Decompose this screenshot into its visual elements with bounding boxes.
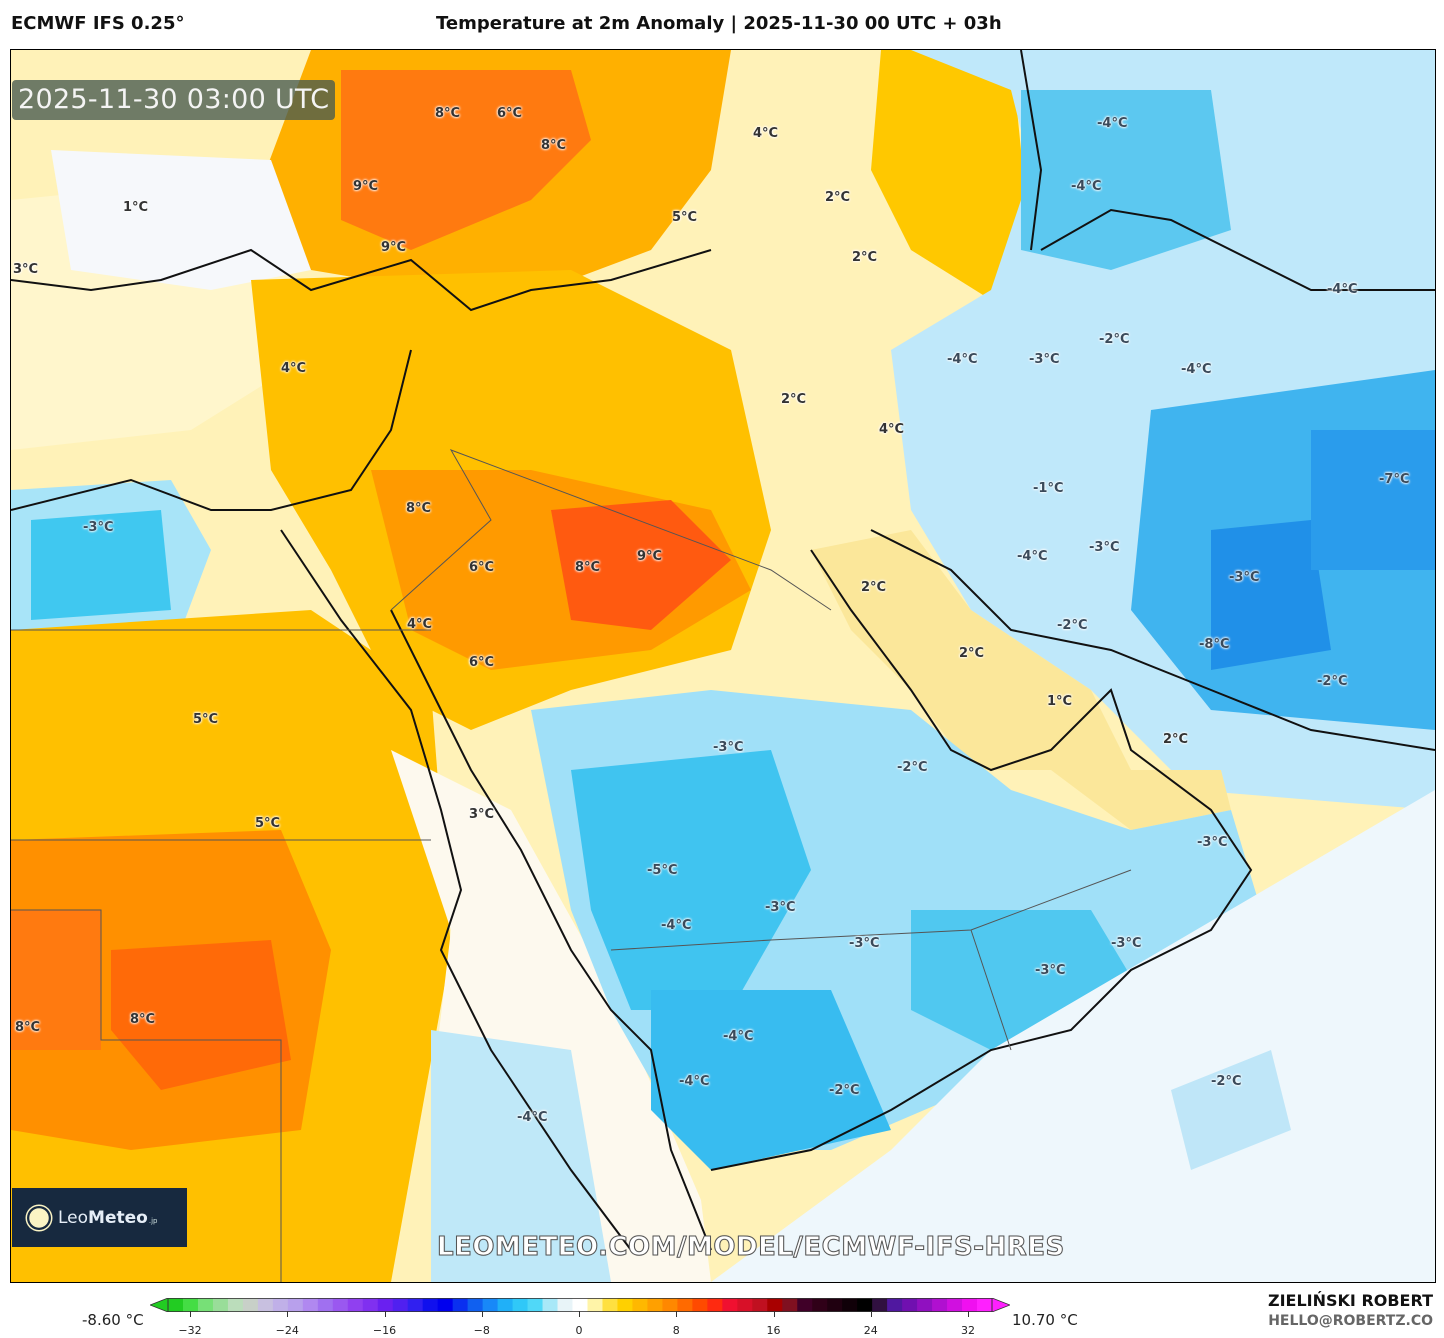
temperature-label: -4°C (723, 1029, 754, 1044)
logo-wordmark: LeoMeteo (58, 1207, 148, 1228)
colorbar-min-value: -8.60 °C (82, 1311, 144, 1329)
sun-icon (29, 1207, 49, 1228)
temperature-label: -3°C (83, 520, 114, 535)
temperature-label: -4°C (1017, 549, 1048, 564)
colorbar-tick-label: −16 (372, 1324, 397, 1337)
temperature-label: -3°C (849, 936, 880, 951)
temperature-label: 9°C (353, 179, 379, 194)
anomaly-field (11, 50, 1435, 1282)
temperature-label: -3°C (1197, 835, 1228, 850)
colorbar-tick (287, 1311, 289, 1317)
colorbar-tick-label: −32 (178, 1324, 202, 1337)
temperature-label: 8°C (541, 138, 567, 153)
colorbar-tick-label: −24 (275, 1324, 299, 1337)
temperature-label: 8°C (130, 1012, 156, 1027)
colorbar-tick (384, 1311, 386, 1317)
temperature-label: 4°C (753, 126, 779, 141)
temperature-label: 4°C (281, 361, 307, 376)
colorbar-gradient (148, 1297, 1012, 1313)
temperature-label: 2°C (852, 250, 878, 265)
temperature-label: -3°C (1035, 963, 1066, 978)
temperature-label: 8°C (575, 560, 601, 575)
colorbar-tick-label: −8 (473, 1324, 490, 1337)
chart-title: Temperature at 2m Anomaly | 2025-11-30 0… (436, 13, 1002, 34)
temperature-label: -4°C (679, 1074, 710, 1089)
temperature-label: -3°C (1111, 936, 1142, 951)
temperature-label: 4°C (407, 617, 433, 632)
leometeo-logo[interactable]: LeoMeteo .jp (12, 1188, 187, 1247)
temperature-label: -4°C (1181, 362, 1212, 377)
temperature-label: 2°C (959, 646, 985, 661)
author-name: ZIELIŃSKI ROBERT (1267, 1291, 1433, 1310)
temperature-label: -4°C (1327, 282, 1358, 297)
logo-suffix: .jp (148, 1216, 158, 1225)
temperature-label: 5°C (672, 210, 698, 225)
temperature-label: 1°C (1047, 694, 1073, 709)
temperature-label: 3°C (469, 807, 495, 822)
temperature-label: -7°C (1379, 472, 1410, 487)
temperature-label: 3°C (13, 262, 39, 277)
temperature-label: -1°C (1033, 481, 1064, 496)
temperature-label: -2°C (1099, 332, 1130, 347)
colorbar-max-value: 10.70 °C (1012, 1311, 1078, 1329)
temperature-label: -3°C (1229, 570, 1260, 585)
colorbar-tick (579, 1311, 580, 1317)
temperature-label: 2°C (861, 580, 887, 595)
colorbar-tick (190, 1311, 191, 1317)
colorbar-tick (481, 1311, 483, 1317)
temperature-label: 6°C (469, 560, 495, 575)
temperature-label: -2°C (1317, 674, 1348, 689)
temperature-label: -5°C (647, 863, 678, 878)
colorbar-tick-label: 24 (863, 1324, 878, 1337)
temperature-label: 2°C (1163, 732, 1189, 747)
colorbar-tick (870, 1311, 872, 1317)
colorbar-tick-label: 32 (961, 1324, 975, 1337)
temperature-label: 2°C (825, 190, 851, 205)
temperature-label: -2°C (829, 1083, 860, 1098)
temperature-label: -3°C (765, 900, 796, 915)
valid-time-badge: 2025-11-30 03:00 UTC (12, 80, 336, 120)
colorbar-tick (676, 1311, 678, 1317)
colorbar-tick-label: 16 (766, 1324, 781, 1337)
colorbar-tick (968, 1311, 969, 1317)
temperature-label: -2°C (1211, 1074, 1242, 1089)
author-email[interactable]: HELLO@ROBERTZ.CO (1268, 1313, 1433, 1329)
temperature-label: -4°C (517, 1110, 548, 1125)
temperature-label: 4°C (879, 422, 905, 437)
source-url-watermark: LEOMETEO.COM/MODEL/ECMWF-IFS-HRES (437, 1232, 1065, 1263)
temperature-label: -8°C (1199, 637, 1230, 652)
temperature-label: 8°C (435, 106, 461, 121)
temperature-label: 9°C (637, 549, 663, 564)
temperature-label: 6°C (497, 106, 523, 121)
temperature-label: 8°C (406, 501, 432, 516)
temperature-label: 5°C (193, 712, 219, 727)
colorbar-tick (773, 1311, 775, 1317)
temperature-label: -4°C (947, 352, 978, 367)
colorbar-tick-label: 8 (672, 1324, 680, 1337)
temperature-label: -4°C (661, 918, 692, 933)
temperature-label: -3°C (1029, 352, 1060, 367)
temperature-label: 2°C (781, 392, 807, 407)
temperature-label: 1°C (123, 200, 149, 215)
temperature-label: -3°C (1089, 540, 1120, 555)
temperature-label: -4°C (1071, 179, 1102, 194)
model-name: ECMWF IFS 0.25° (11, 13, 185, 34)
temperature-label: 5°C (255, 816, 281, 831)
temperature-label: -2°C (1057, 618, 1088, 633)
temperature-label: 9°C (381, 240, 407, 255)
colorbar-tick-label: 0 (575, 1324, 583, 1337)
colorbar (148, 1297, 1012, 1313)
temperature-label: -3°C (713, 740, 744, 755)
temperature-label: 6°C (469, 655, 495, 670)
temperature-label: 8°C (15, 1020, 41, 1035)
temperature-anomaly-map[interactable]: 2025-11-30 03:00 UTC 8°C 6°C 8°C 4°C 9°C 1°C 5… (10, 49, 1436, 1283)
temperature-label: -2°C (897, 760, 928, 775)
temperature-label: -4°C (1097, 116, 1128, 131)
